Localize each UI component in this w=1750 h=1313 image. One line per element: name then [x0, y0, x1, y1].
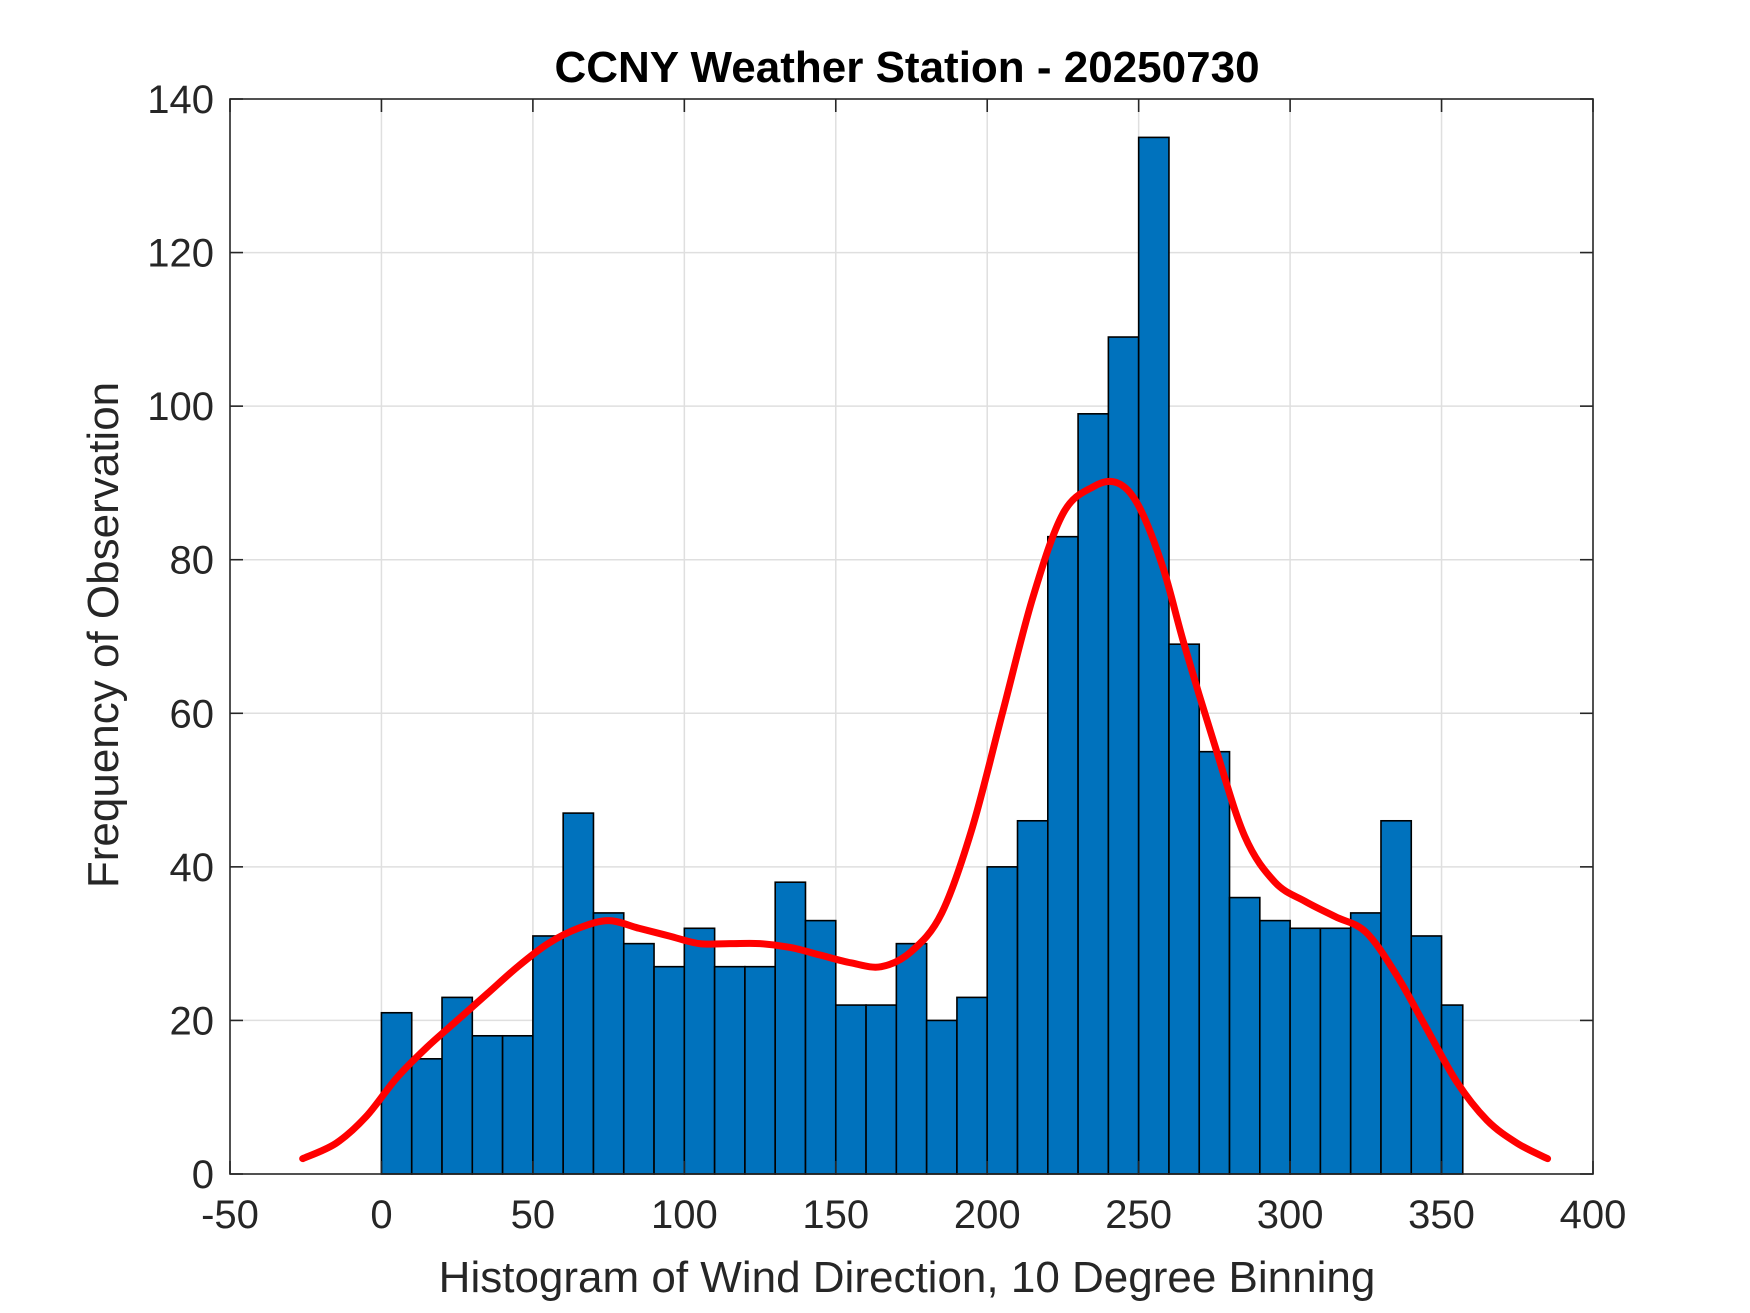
x-tick-label: -50 — [201, 1193, 259, 1237]
y-tick-label: 40 — [170, 846, 215, 890]
x-tick-label: 300 — [1257, 1193, 1324, 1237]
histogram-bar — [774, 881, 807, 1175]
x-tick-label: 350 — [1408, 1193, 1475, 1237]
histogram-bar — [592, 912, 625, 1175]
histogram-bar — [1319, 927, 1352, 1175]
histogram-bar — [441, 996, 474, 1175]
histogram-bar — [925, 1019, 958, 1175]
density-curve — [299, 477, 1552, 1163]
density-curve-layer — [299, 477, 1552, 1163]
histogram-bar — [1168, 643, 1201, 1175]
histogram-bar — [865, 1004, 898, 1175]
y-tick-label: 100 — [147, 385, 214, 429]
histogram-bar — [532, 935, 564, 1175]
x-tick-label: 150 — [802, 1193, 869, 1237]
histogram-bar — [1259, 919, 1291, 1175]
histogram-bar — [1289, 927, 1322, 1175]
y-tick-label: 80 — [170, 539, 215, 583]
y-tick-label: 120 — [147, 232, 214, 276]
y-axis-label: Frequency of Observation — [79, 382, 128, 888]
y-tick-labels: 0 20 40 60 80 100 120 140 — [147, 78, 214, 1197]
histogram-bar — [1198, 750, 1231, 1175]
histogram-bar — [622, 942, 655, 1175]
histogram-bar — [895, 942, 928, 1175]
histogram-bar — [653, 965, 686, 1175]
histogram-bar — [1349, 912, 1382, 1175]
histogram-bar — [986, 866, 1019, 1175]
x-tick-label: 100 — [651, 1193, 718, 1237]
y-tick-label: 20 — [170, 999, 215, 1043]
chart-title: CCNY Weather Station - 20250730 — [554, 43, 1259, 92]
plot-frame — [229, 98, 1594, 1175]
histogram-bar — [1047, 535, 1079, 1175]
histogram-bar — [471, 1034, 504, 1175]
histogram-bar — [713, 965, 746, 1175]
histogram-bar — [956, 996, 989, 1175]
x-tick-label: 200 — [954, 1193, 1021, 1237]
histogram-bar — [1077, 413, 1110, 1175]
histogram-bar — [744, 965, 777, 1175]
histogram-bar — [1228, 896, 1261, 1175]
x-tick-label: 50 — [511, 1193, 556, 1237]
y-tick-label: 0 — [192, 1153, 214, 1197]
histogram-bar — [1016, 819, 1049, 1175]
histogram-bar — [1107, 336, 1140, 1175]
x-axis-label: Histogram of Wind Direction, 10 Degree B… — [439, 1253, 1376, 1302]
y-tick-label: 140 — [147, 78, 214, 122]
x-tick-label: 250 — [1105, 1193, 1172, 1237]
y-tick-label: 60 — [170, 692, 215, 736]
histogram-bar — [562, 812, 595, 1175]
histogram-bar — [804, 919, 837, 1175]
histogram-bar — [834, 1004, 867, 1175]
axes-box — [229, 98, 1594, 1175]
histogram-bar — [1137, 136, 1170, 1175]
histogram-bar — [1410, 935, 1443, 1175]
x-tick-label: 400 — [1560, 1193, 1627, 1237]
x-tick-label: 0 — [370, 1193, 392, 1237]
x-tick-labels: -50 0 50 100 150 200 250 300 350 400 — [201, 1193, 1626, 1237]
histogram-bar — [683, 927, 716, 1175]
histogram-bar — [501, 1034, 534, 1175]
histogram-bar — [410, 1058, 443, 1175]
